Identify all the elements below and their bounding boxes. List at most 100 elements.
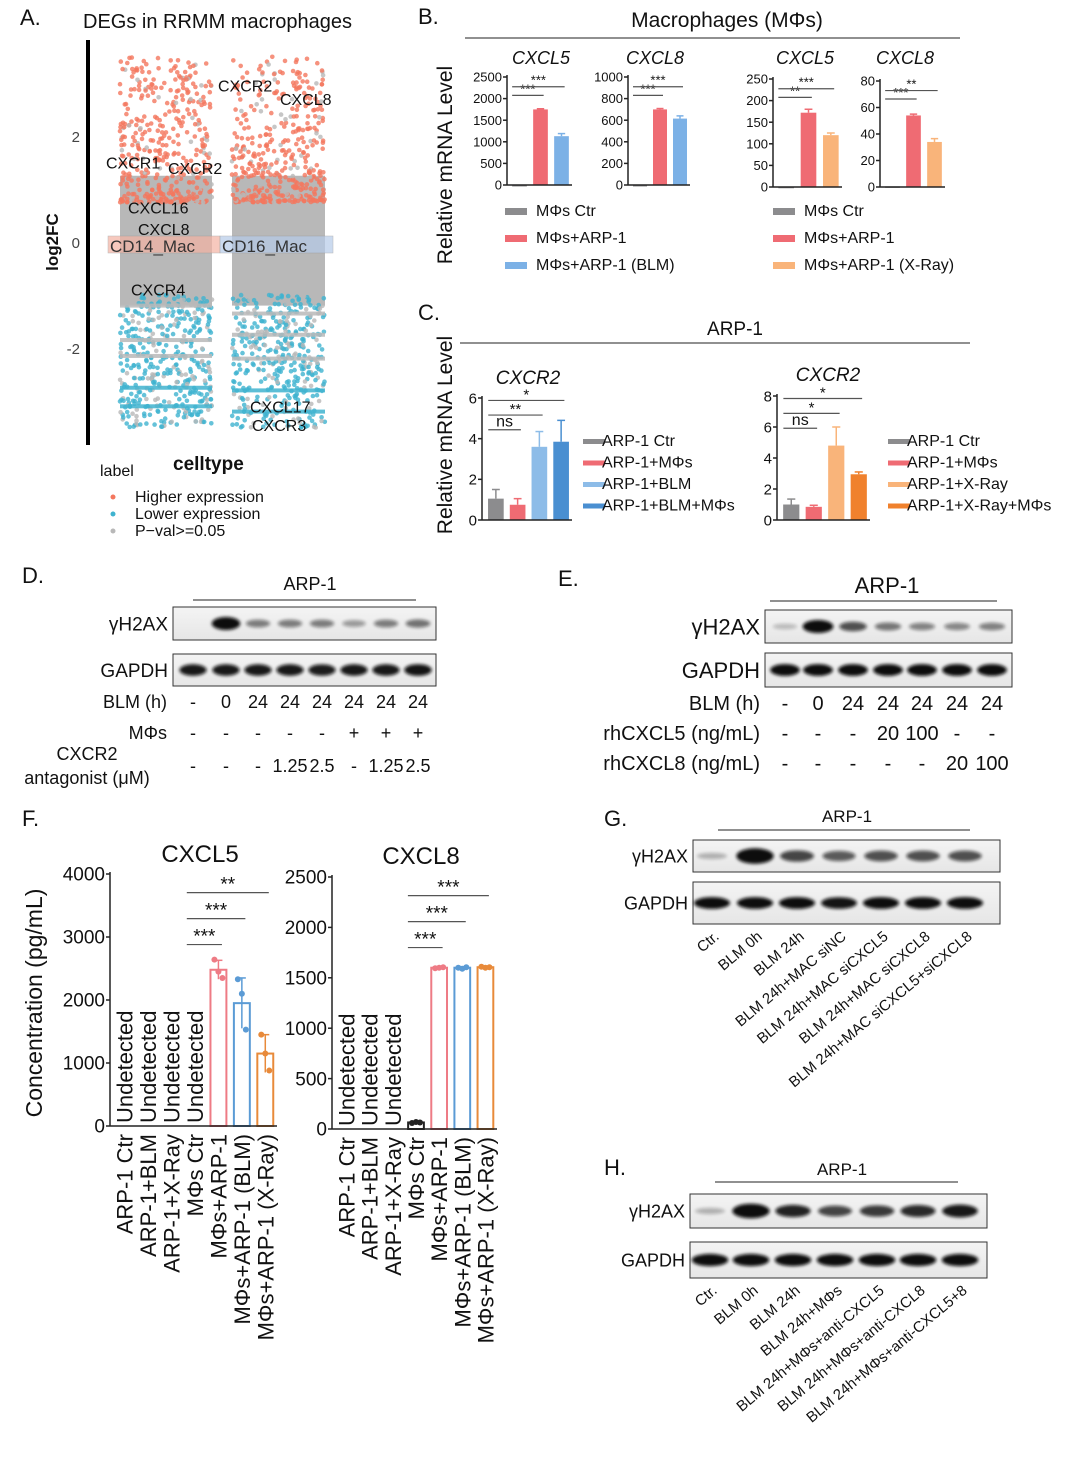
y-tick-label: 1000 [594, 70, 623, 85]
x-axis-label: celltype [173, 454, 244, 475]
data-point [314, 162, 320, 168]
legend-swatch [773, 208, 795, 215]
condition-label: rhCXCL8 (ng/mL) [603, 753, 760, 775]
data-point [314, 337, 319, 343]
data-point [316, 302, 322, 308]
data-point [242, 147, 247, 152]
significance-label: ns [792, 412, 809, 429]
data-point [203, 83, 209, 89]
legend-swatch [888, 482, 910, 487]
blot-band [942, 664, 972, 676]
y-tick-label: 150 [746, 115, 768, 130]
data-point [303, 164, 308, 170]
data-point [159, 85, 164, 91]
x-tick-label: MΦs+ARP-1 (X-Ray) [473, 1137, 498, 1343]
data-point [252, 154, 258, 159]
bar [509, 504, 526, 520]
data-point [117, 312, 123, 318]
data-point [253, 184, 259, 190]
data-point [242, 302, 247, 308]
data-point [184, 158, 189, 164]
data-point [130, 313, 135, 319]
data-point [178, 316, 184, 321]
data-point [265, 147, 271, 153]
data-point [208, 397, 214, 402]
data-point [156, 309, 161, 315]
data-point [301, 90, 307, 96]
data-point [238, 990, 245, 997]
data-point [440, 964, 447, 971]
data-point [296, 401, 302, 406]
data-point [231, 337, 236, 343]
data-point [244, 117, 249, 123]
data-point [192, 310, 197, 316]
data-point [192, 390, 198, 395]
data-point [295, 103, 301, 109]
data-point [308, 383, 314, 389]
bar [533, 109, 548, 185]
x-tick-label: ARP-1+X-Ray [160, 1134, 185, 1273]
legend-entry: ARP-1+MΦs [907, 455, 998, 472]
data-point [272, 394, 278, 399]
data-point [149, 86, 154, 91]
data-point [291, 417, 296, 422]
panel-label-e: E. [558, 566, 579, 591]
bar [673, 118, 687, 185]
blot-band [277, 619, 303, 628]
blot-band [775, 1204, 811, 1218]
data-point [132, 309, 138, 314]
data-point [291, 114, 297, 119]
blot-band [907, 664, 937, 676]
gene-label: CXCR2 [168, 161, 222, 178]
data-point [313, 96, 318, 101]
condition-value: 2.5 [309, 756, 334, 776]
blot-band [977, 664, 1007, 676]
data-point [141, 58, 147, 64]
data-point [308, 303, 313, 308]
significance-label: *** [520, 81, 535, 96]
data-point [118, 330, 123, 336]
data-point [267, 165, 272, 170]
data-point [274, 368, 280, 373]
data-point [157, 166, 163, 171]
data-point [175, 349, 181, 355]
panel-header: Macrophages (MΦs) [631, 9, 823, 32]
data-point [193, 84, 198, 90]
data-point [195, 199, 200, 204]
data-point [184, 309, 190, 315]
y-tick-label: 50 [754, 158, 768, 173]
data-point [159, 325, 165, 330]
data-point [155, 324, 161, 329]
data-point [312, 192, 318, 197]
data-point [140, 132, 145, 137]
bar-chart: CXCL5 0 50 100 150 200 250 ***** [746, 48, 839, 195]
condition-value: 1.25 [272, 756, 307, 776]
data-point [135, 294, 140, 300]
data-point [290, 68, 296, 74]
data-point [176, 117, 182, 123]
blot-header: ARP-1 [817, 1160, 867, 1179]
data-point [283, 160, 288, 165]
data-point [319, 368, 324, 373]
blot-band [904, 897, 942, 909]
blot-row-label: GAPDH [621, 1250, 685, 1270]
blot-band [770, 664, 800, 676]
data-point [167, 109, 172, 114]
data-point [307, 174, 313, 180]
condition-value: + [413, 723, 424, 743]
data-point [286, 177, 292, 183]
data-point [180, 81, 185, 87]
point-stripe [120, 404, 212, 409]
data-point [254, 102, 259, 107]
data-point [171, 104, 177, 109]
data-point [258, 88, 263, 93]
blot-band [821, 897, 857, 909]
data-point [164, 293, 169, 298]
data-point [319, 415, 324, 420]
data-point [147, 149, 152, 154]
data-point [293, 321, 298, 327]
data-point [270, 54, 275, 60]
data-point [312, 305, 317, 311]
significance-label: *** [650, 73, 665, 88]
legend-entry: ARP-1+BLM+MΦs [602, 498, 735, 515]
